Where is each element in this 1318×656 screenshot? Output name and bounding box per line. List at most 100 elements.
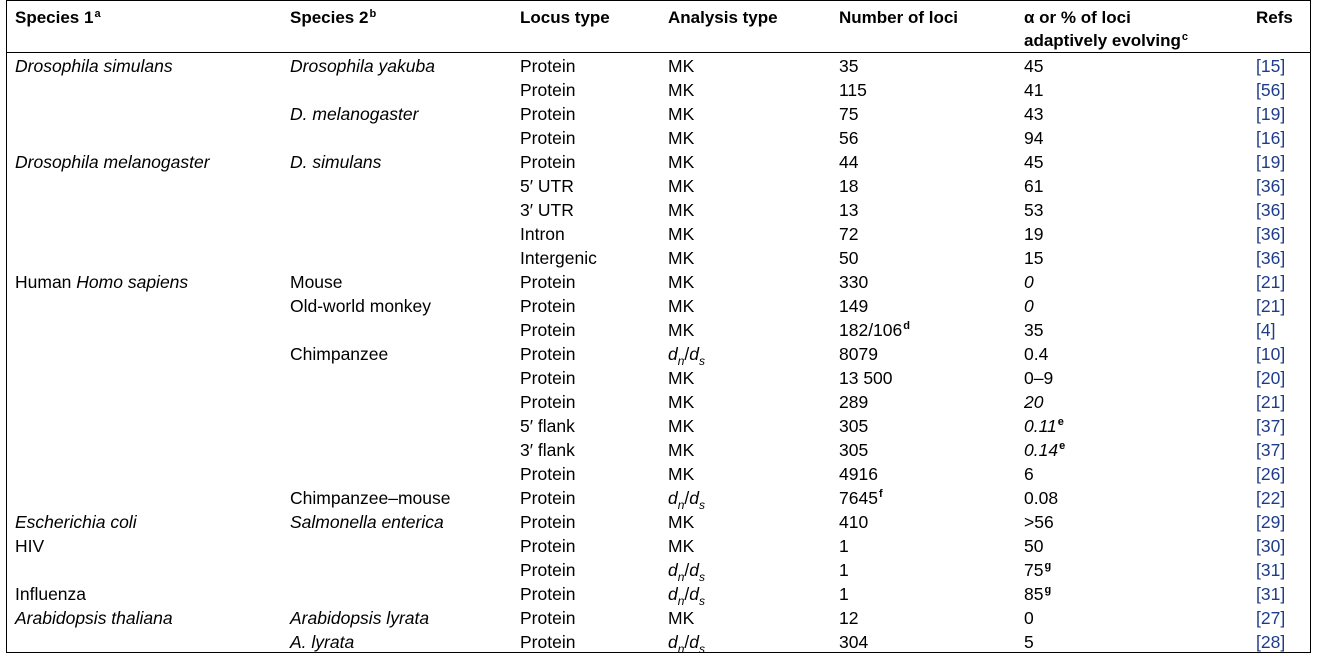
reference-link[interactable]: [29] (1256, 512, 1286, 532)
analysis-type-cell: MK (668, 174, 694, 198)
alpha-value: 0.11 (1024, 416, 1057, 436)
alpha-cell: 50 (1024, 534, 1043, 558)
locus-type-cell: Protein (520, 102, 575, 126)
locus-type: Protein (520, 392, 576, 412)
alpha-value: 85 (1024, 584, 1044, 604)
reference-link[interactable]: [22] (1256, 488, 1286, 508)
species1-cell: Drosophila simulans (15, 54, 173, 78)
reference-link[interactable]: [26] (1256, 464, 1286, 484)
locus-type: Protein (520, 464, 576, 484)
species1-latin-name: Homo sapiens (76, 272, 189, 292)
alpha-cell: 75g (1024, 558, 1051, 582)
alpha-value: 0 (1024, 608, 1034, 628)
number-of-loci-cell: 72 (839, 222, 858, 246)
analysis-type: MK (668, 200, 695, 220)
reference-link[interactable]: [19] (1256, 104, 1286, 124)
locus-type-cell: Intergenic (520, 246, 597, 270)
species1-cell: Drosophila melanogaster (15, 150, 210, 174)
number-of-loci: 115 (839, 80, 867, 100)
locus-type: Protein (520, 536, 576, 556)
reference-link[interactable]: [27] (1256, 608, 1286, 628)
reference-link[interactable]: [30] (1256, 536, 1286, 556)
alpha-value: 35 (1024, 320, 1044, 340)
reference-link[interactable]: [28] (1256, 632, 1286, 652)
number-of-loci: 305 (839, 440, 869, 460)
analysis-type: MK (668, 608, 695, 628)
number-of-loci-cell: 13 500 (839, 366, 893, 390)
species2-cell: Chimpanzee–mouse (290, 486, 451, 510)
analysis-type: MK (668, 512, 695, 532)
reference-link[interactable]: [21] (1256, 272, 1286, 292)
analysis-type-cell: dn/ds (668, 558, 705, 584)
reference-link[interactable]: [56] (1256, 80, 1286, 100)
reference-link[interactable]: [19] (1256, 152, 1286, 172)
reference-link[interactable]: [36] (1256, 200, 1286, 220)
analysis-type-cell: MK (668, 246, 694, 270)
analysis-type: MK (668, 176, 695, 196)
reference-link[interactable]: [20] (1256, 368, 1286, 388)
number-of-loci: 7645 (839, 488, 878, 508)
header-refs: Refs (1256, 8, 1293, 27)
locus-type-cell: Protein (520, 366, 575, 390)
reference-link[interactable]: [36] (1256, 248, 1286, 268)
reference-link[interactable]: [21] (1256, 296, 1286, 316)
alpha-cell: 0.08 (1024, 486, 1058, 510)
reference-cell: [4] (1256, 318, 1275, 342)
alpha-value: 43 (1024, 104, 1044, 124)
reference-link[interactable]: [16] (1256, 128, 1286, 148)
reference-link[interactable]: [10] (1256, 344, 1286, 364)
alpha-value: 15 (1024, 248, 1044, 268)
header-number-of-loci: Number of loci (839, 8, 959, 27)
locus-type-cell: Protein (520, 126, 575, 150)
number-of-loci: 289 (839, 392, 869, 412)
species1-cell: Arabidopsis thaliana (15, 606, 173, 630)
analysis-type: dn/ds (668, 344, 706, 368)
species2-cell: Arabidopsis lyrata (290, 606, 429, 630)
header-alpha-line2: adaptively evolvingc (1024, 31, 1188, 50)
number-of-loci: 1 (839, 560, 849, 580)
number-of-loci-cell: 13 (839, 198, 858, 222)
locus-type: Protein (520, 128, 576, 148)
reference-link[interactable]: [37] (1256, 440, 1286, 460)
alpha-value: 45 (1024, 152, 1044, 172)
number-of-loci: 75 (839, 104, 859, 124)
reference-link[interactable]: [36] (1256, 176, 1286, 196)
analysis-type-cell: MK (668, 102, 694, 126)
header-species2: Species 2b (290, 8, 377, 27)
species2-name: Salmonella enterica (290, 512, 444, 532)
locus-type: Protein (520, 608, 576, 628)
locus-type-cell: 5′ flank (520, 414, 575, 438)
species2-name: A. lyrata (290, 632, 355, 652)
analysis-type-cell: MK (668, 78, 694, 102)
analysis-type: MK (668, 296, 695, 316)
species2-name: Drosophila yakuba (290, 56, 435, 76)
reference-link[interactable]: [31] (1256, 584, 1286, 604)
number-of-loci: 13 500 (839, 368, 893, 388)
analysis-type: MK (668, 104, 695, 124)
reference-cell: [36] (1256, 246, 1285, 270)
footnote-marker: e (1059, 440, 1066, 452)
number-of-loci: 8079 (839, 344, 878, 364)
reference-cell: [19] (1256, 102, 1285, 126)
locus-type-cell: Protein (520, 150, 575, 174)
species2-name: Mouse (290, 272, 343, 292)
reference-link[interactable]: [31] (1256, 560, 1286, 580)
reference-link[interactable]: [36] (1256, 224, 1286, 244)
reference-cell: [20] (1256, 366, 1285, 390)
header-alpha-line1: α or % of loci (1024, 8, 1131, 27)
alpha-value: 0.4 (1024, 344, 1049, 364)
number-of-loci-cell: 56 (839, 126, 858, 150)
locus-type: Protein (520, 632, 576, 652)
reference-link[interactable]: [37] (1256, 416, 1286, 436)
number-of-loci-cell: 8079 (839, 342, 878, 366)
reference-link[interactable]: [21] (1256, 392, 1286, 412)
number-of-loci-cell: 4916 (839, 462, 878, 486)
locus-type-cell: Intron (520, 222, 565, 246)
alpha-value: 0 (1024, 296, 1034, 316)
reference-link[interactable]: [15] (1256, 56, 1286, 76)
number-of-loci: 4916 (839, 464, 878, 484)
alpha-cell: 0.14e (1024, 438, 1065, 462)
analysis-type-cell: MK (668, 414, 694, 438)
reference-link[interactable]: [4] (1256, 320, 1276, 340)
number-of-loci-cell: 305 (839, 414, 868, 438)
